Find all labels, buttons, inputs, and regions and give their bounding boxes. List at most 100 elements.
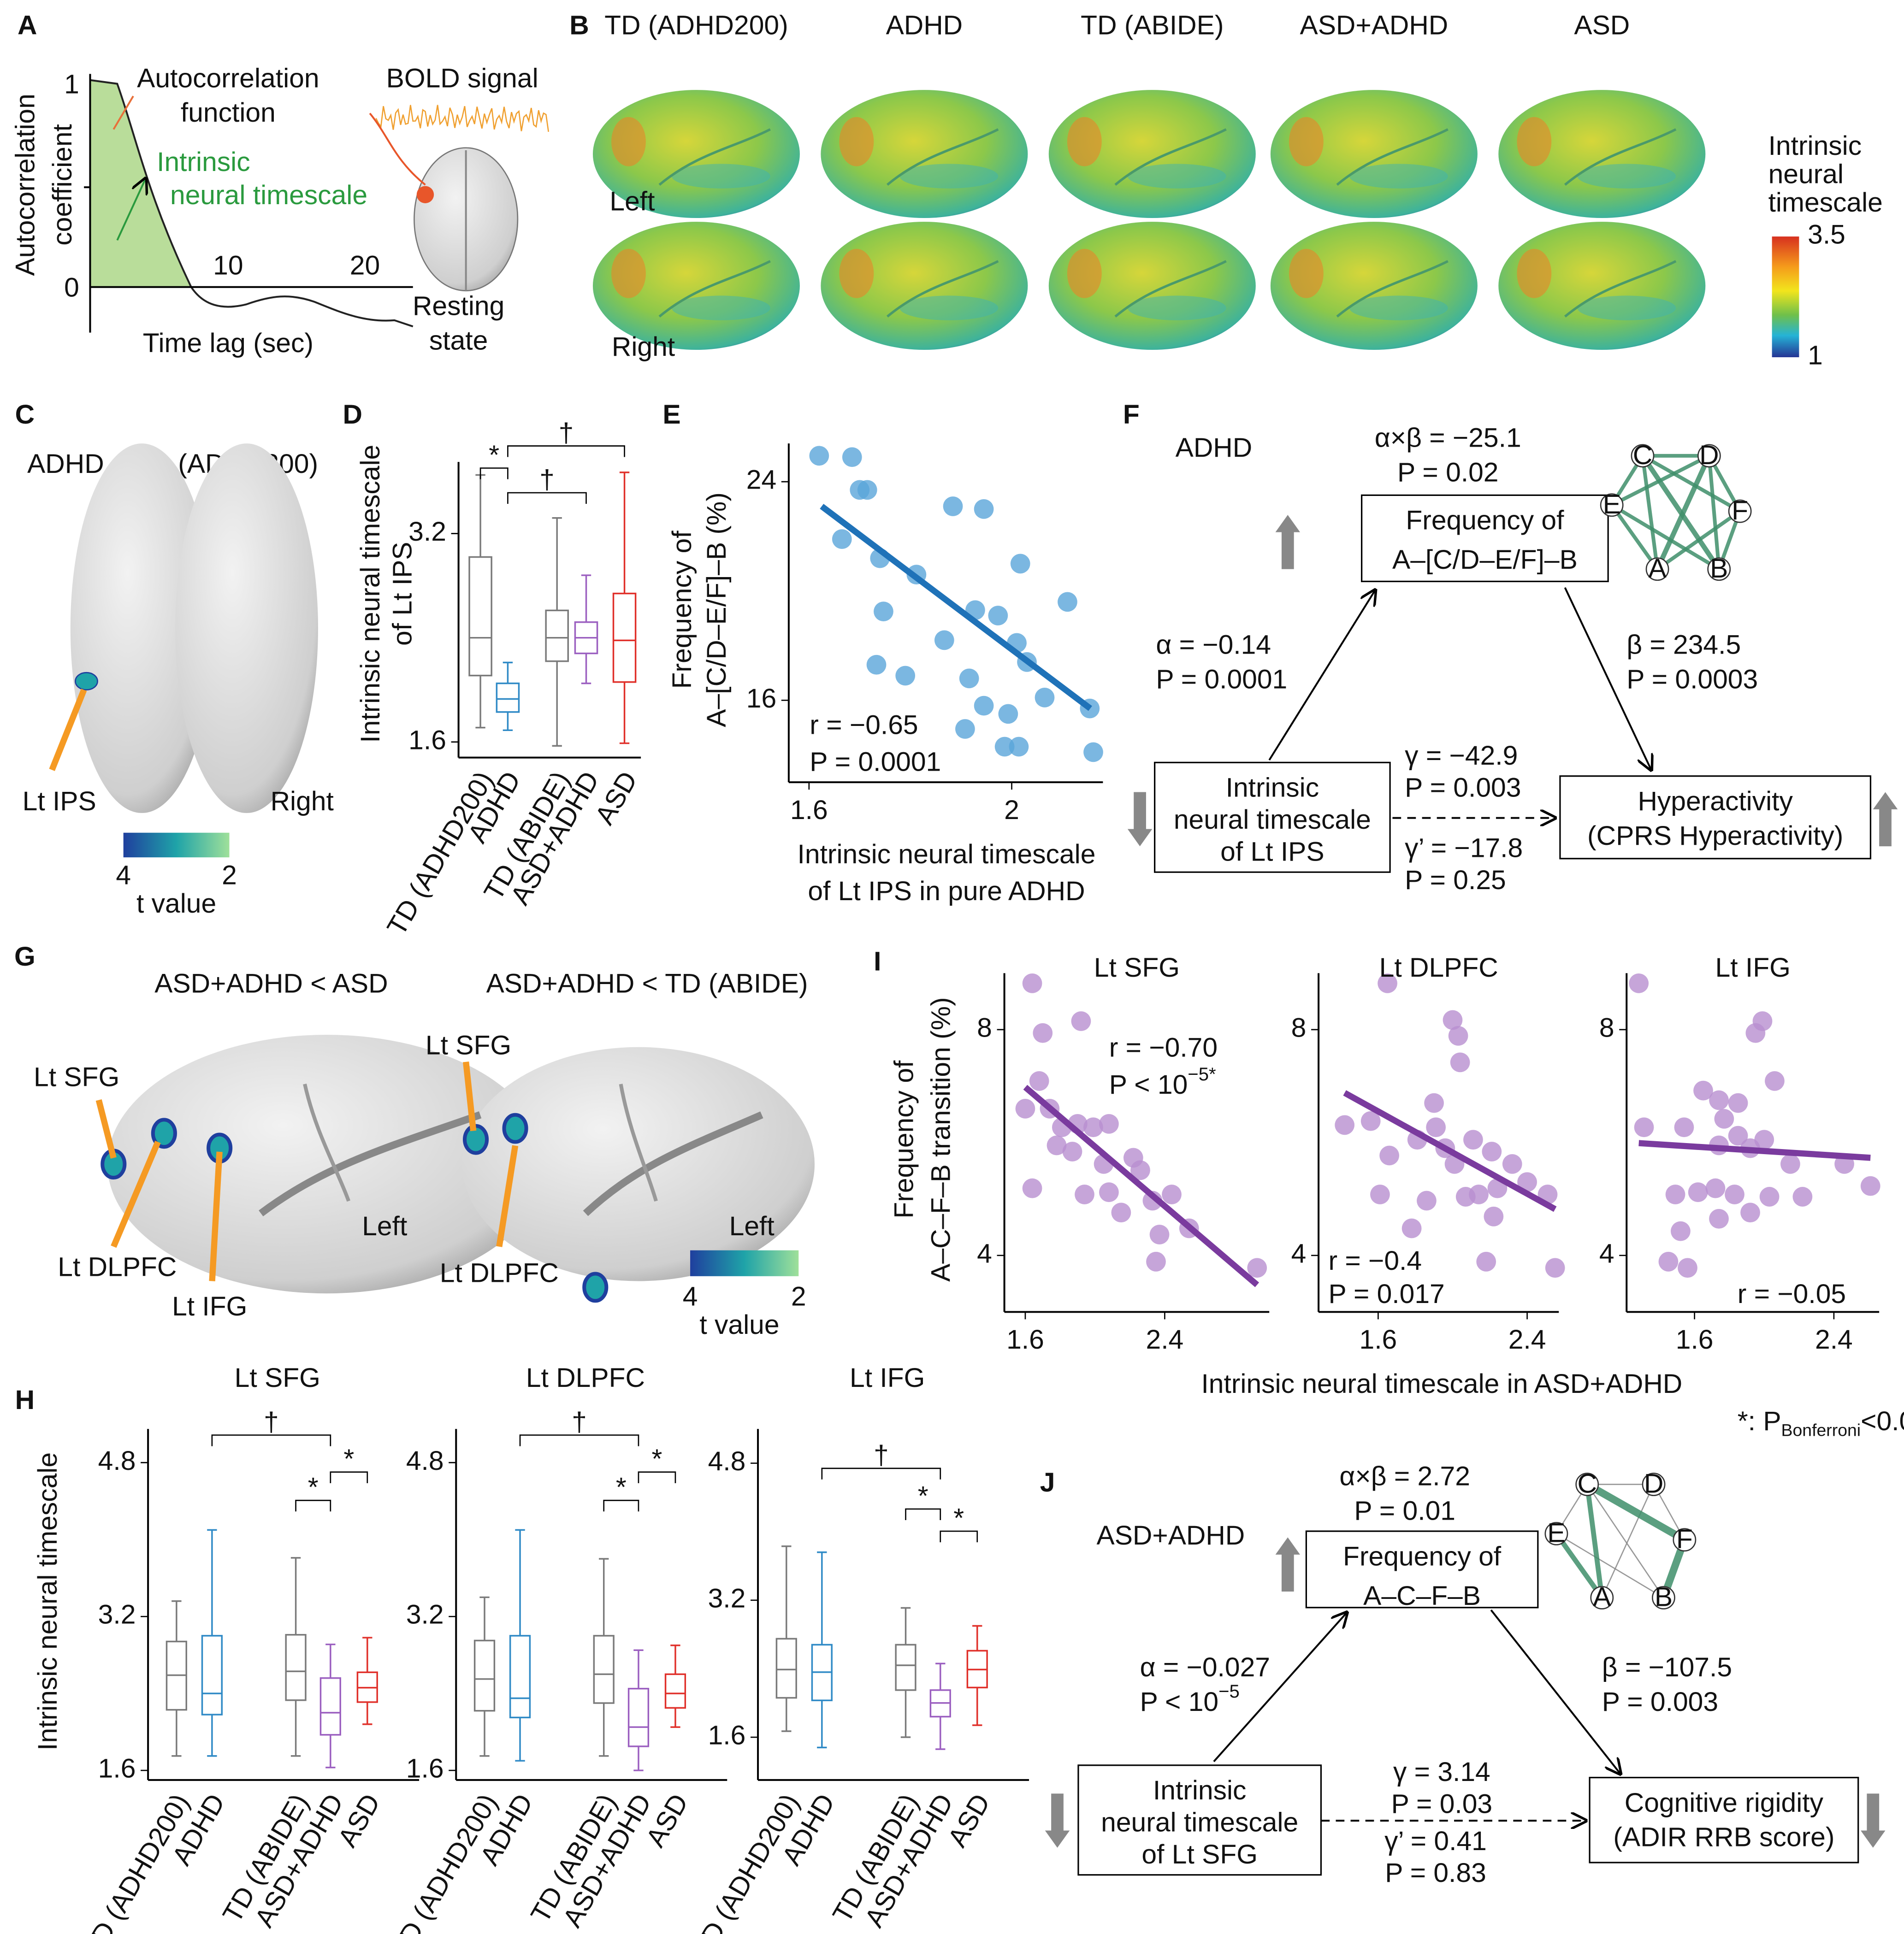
fit-line bbox=[1023, 1085, 1259, 1287]
network-node-label: C bbox=[1633, 440, 1652, 470]
network-edge bbox=[1601, 1484, 1655, 1598]
point bbox=[1860, 1176, 1880, 1196]
colorbar-tick-label: 4 bbox=[116, 860, 131, 890]
point bbox=[866, 654, 887, 675]
y-axis-label: A–C–F–B transition (%) bbox=[926, 997, 956, 1281]
annotation: r = −0.4 bbox=[1328, 1246, 1422, 1276]
point bbox=[988, 606, 1008, 625]
point bbox=[1634, 1117, 1654, 1138]
box bbox=[509, 1635, 531, 1719]
x-tick-label: 1.6 bbox=[1676, 1325, 1714, 1355]
indirect-effect: P = 0.02 bbox=[1397, 457, 1499, 487]
y-axis-label: Intrinsic neural timescale bbox=[355, 445, 385, 743]
network-edge bbox=[1585, 1484, 1605, 1598]
column-title: ASD+ADHD bbox=[1300, 10, 1448, 40]
point bbox=[1688, 1182, 1708, 1203]
y-tick-label: 3.2 bbox=[708, 1583, 746, 1613]
node-label: neural timescale bbox=[1101, 1808, 1298, 1838]
plot-title: Lt IFG bbox=[1715, 953, 1791, 983]
network-edge bbox=[1611, 454, 1710, 507]
annotation: Intrinsic bbox=[157, 147, 250, 177]
sig-bracket bbox=[507, 445, 625, 457]
sig-label: † bbox=[559, 418, 574, 448]
y-axis-label: Intrinsic neural timescale bbox=[33, 1452, 63, 1751]
label-sup: −5* bbox=[1188, 1064, 1216, 1085]
sig-label: * bbox=[918, 1481, 928, 1511]
network-node-label: D bbox=[1699, 440, 1719, 470]
network-node bbox=[1645, 557, 1669, 581]
brain-patch bbox=[899, 164, 999, 189]
box bbox=[468, 556, 492, 677]
acf-curve bbox=[90, 79, 414, 328]
path-coef: γ = 3.14 bbox=[1393, 1757, 1490, 1787]
colorbar-title: neural bbox=[1768, 159, 1844, 189]
y-tick-label: 24 bbox=[746, 465, 776, 495]
point bbox=[1009, 737, 1029, 757]
x-tick-label: 2.4 bbox=[1815, 1325, 1853, 1355]
network-node-label: B bbox=[1655, 1582, 1673, 1612]
point bbox=[1111, 1203, 1131, 1223]
roi bbox=[151, 1118, 177, 1149]
x-tick-label: 1.6 bbox=[1006, 1325, 1044, 1355]
box bbox=[593, 1635, 615, 1704]
y-axis-label: Frequency of bbox=[889, 1060, 919, 1219]
y-axis-label: coefficient bbox=[47, 124, 77, 246]
network-node-label: A bbox=[1593, 1582, 1611, 1612]
sig-bracket bbox=[821, 1468, 941, 1480]
indirect-effect: α×β = 2.72 bbox=[1339, 1462, 1470, 1492]
arrow bbox=[111, 1140, 161, 1248]
sig-bracket bbox=[519, 1434, 639, 1446]
roi bbox=[502, 1113, 528, 1144]
network-edge bbox=[1656, 509, 1741, 571]
box-node bbox=[1077, 1764, 1322, 1876]
y-tick-label: 8 bbox=[1291, 1013, 1307, 1043]
colorbar-title: timescale bbox=[1768, 188, 1883, 218]
x-tick-label: 2 bbox=[1004, 795, 1019, 825]
sig-label: * bbox=[489, 440, 499, 470]
x-tick-label: 2.4 bbox=[1146, 1325, 1184, 1355]
plot-title: Lt SFG bbox=[1094, 953, 1180, 983]
panel-letter: J bbox=[1040, 1468, 1055, 1498]
box-node bbox=[1305, 1530, 1539, 1609]
sulcus bbox=[619, 1084, 658, 1202]
network-edge bbox=[1586, 1484, 1664, 1598]
network-edge bbox=[1611, 503, 1720, 571]
path-coef: β = 234.5 bbox=[1626, 630, 1741, 660]
column-title: ADHD bbox=[886, 10, 963, 40]
x-axis-label: Intrinsic neural timescale in ASD+ADHD bbox=[1201, 1369, 1682, 1399]
sig-label: † bbox=[539, 465, 555, 495]
node-label: A–C–F–B bbox=[1363, 1581, 1481, 1611]
sulcus bbox=[1564, 128, 1677, 186]
colorbar-tick-label: 1 bbox=[1808, 341, 1823, 371]
arrow bbox=[112, 95, 134, 130]
plot-title: Lt SFG bbox=[235, 1363, 320, 1393]
brain-patch bbox=[1349, 295, 1448, 320]
sulcus bbox=[303, 1084, 350, 1202]
sig-label: † bbox=[572, 1407, 587, 1437]
plot-title: Lt DLPFC bbox=[1379, 953, 1498, 983]
colorbar bbox=[690, 1250, 799, 1276]
point bbox=[1728, 1126, 1748, 1146]
direction-arrow bbox=[1275, 515, 1301, 569]
point bbox=[1780, 1154, 1800, 1174]
node-label: Frequency of bbox=[1343, 1541, 1502, 1571]
node-label: neural timescale bbox=[1174, 805, 1371, 835]
network-node-label: A bbox=[1648, 554, 1667, 584]
y-tick-label: 4 bbox=[1599, 1238, 1614, 1268]
path-coef: P = 0.83 bbox=[1385, 1858, 1486, 1888]
sig-bracket bbox=[479, 467, 509, 479]
point bbox=[1426, 1117, 1446, 1138]
network-node-label: E bbox=[1547, 1518, 1565, 1548]
sulcus bbox=[886, 260, 999, 318]
sulcus bbox=[259, 1111, 482, 1216]
column-title: TD (ABIDE) bbox=[1081, 10, 1224, 40]
box bbox=[627, 1687, 650, 1747]
box bbox=[775, 1638, 797, 1699]
point bbox=[1033, 1023, 1053, 1043]
network-node-label: C bbox=[1578, 1469, 1597, 1499]
point bbox=[1740, 1203, 1760, 1223]
path-arrow bbox=[1268, 590, 1375, 761]
footnote-sub: Bonferroni bbox=[1781, 1420, 1861, 1439]
indirect-effect: α×β = −25.1 bbox=[1375, 423, 1521, 453]
point bbox=[1754, 1130, 1774, 1150]
